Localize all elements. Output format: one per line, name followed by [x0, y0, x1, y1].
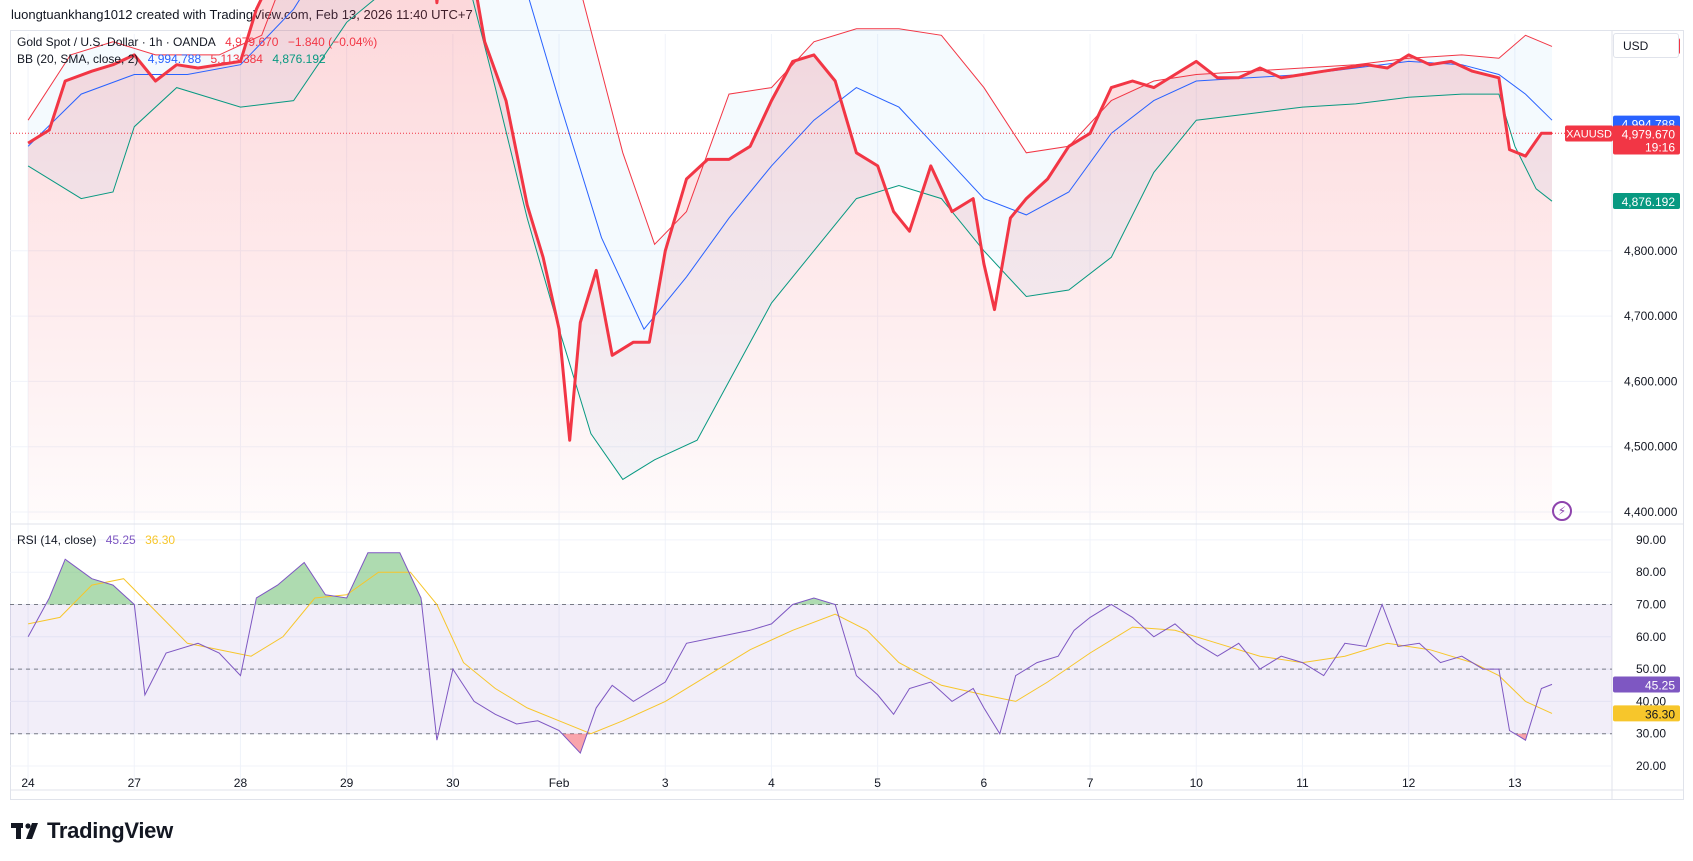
- bb-lower-line: [27, 0, 1553, 481]
- tradingview-logo: TradingView: [11, 818, 173, 844]
- price-axis-tick: 4,600.000: [1624, 374, 1678, 388]
- bb-upper-line: [27, 0, 1553, 246]
- symbol-label: Gold Spot / U.S. Dollar · 1h · OANDA: [17, 35, 216, 49]
- rsi-overbought-fill: [47, 552, 838, 605]
- chart-frame: [10, 30, 1684, 800]
- rsi-value-tag-text: 45.25: [1645, 678, 1675, 692]
- lightning-icon[interactable]: ⚡: [1552, 501, 1572, 521]
- time-axis-tick: 29: [340, 776, 354, 790]
- rsi-value: 45.25: [105, 533, 136, 547]
- rsi-axis-tick: 80.00: [1636, 565, 1666, 579]
- price-axis-tick: 4,700.000: [1624, 309, 1678, 323]
- logo-text: TradingView: [47, 818, 173, 843]
- rsi-legend[interactable]: RSI (14, close) 45.25 36.30: [17, 533, 181, 547]
- bb-legend[interactable]: BB (20, SMA, close, 2) 4,994.788 5,113.3…: [17, 52, 332, 66]
- tradingview-logo-icon: [11, 823, 38, 839]
- symbol-tag-text: XAUUSD: [1566, 128, 1612, 140]
- rsi-oversold-fill: [438, 733, 1528, 754]
- bollinger-band-fill: [28, 0, 1552, 480]
- last-price-label: 4,979.670: [225, 35, 279, 49]
- time-axis-tick: 5: [874, 776, 881, 790]
- time-axis-tick: 30: [446, 776, 460, 790]
- time-axis-tick: 10: [1190, 776, 1204, 790]
- bb-lower-price-tag-text: 4,876.192: [1622, 195, 1676, 209]
- rsi-value-tag: [1613, 676, 1680, 693]
- rsi-line: [27, 552, 1553, 755]
- bb-basis-value: 4,994.788: [147, 52, 202, 66]
- last-price-tag-text: 19:16: [1645, 140, 1675, 154]
- price-axis-tick: 4,800.000: [1624, 244, 1678, 258]
- rsi-axis-tick: 90.00: [1636, 533, 1666, 547]
- last-price-tag-text: 4,979.670: [1622, 127, 1676, 141]
- rsi-label: RSI (14, close): [17, 533, 97, 547]
- price-area-fill: [28, 0, 1552, 520]
- main-legend[interactable]: Gold Spot / U.S. Dollar · 1h · OANDA 4,9…: [17, 35, 383, 49]
- bb-lower-price-tag: [1613, 193, 1680, 210]
- price-axis-tick: 4,400.000: [1624, 505, 1678, 519]
- time-axis-tick: 4: [768, 776, 775, 790]
- rsi-ma-value-tag-text: 36.30: [1645, 707, 1675, 721]
- time-axis-tick: Feb: [549, 776, 570, 790]
- bb-upper-value: 5,113.384: [210, 52, 263, 66]
- rsi-ma-line: [27, 571, 1553, 735]
- rsi-axis-tick: 60.00: [1636, 630, 1666, 644]
- rsi-axis-tick: 50.00: [1636, 662, 1666, 676]
- currency-selector[interactable]: USD: [1613, 33, 1679, 58]
- rsi-axis-tick: 40.00: [1636, 694, 1666, 708]
- change-label: −1.840 (−0.04%): [287, 35, 378, 49]
- rsi-axis-tick: 20.00: [1636, 759, 1666, 773]
- rsi-axis-tick: 70.00: [1636, 598, 1666, 612]
- rsi-ma-value-tag: [1613, 705, 1680, 722]
- bb-lower-value: 4,876.192: [272, 52, 326, 66]
- time-axis-tick: 7: [1087, 776, 1094, 790]
- rsi-ma-value: 36.30: [145, 533, 176, 547]
- price-axis-tick: 4,500.000: [1624, 440, 1678, 454]
- time-axis-tick: 3: [662, 776, 669, 790]
- time-axis-tick: 11: [1296, 776, 1309, 790]
- time-axis-tick: 27: [128, 776, 142, 790]
- time-axis-tick: 24: [21, 776, 35, 790]
- symbol-tag: [1565, 125, 1613, 142]
- time-axis-tick: 13: [1508, 776, 1522, 790]
- rsi-axis-tick: 30.00: [1636, 727, 1666, 741]
- time-axis-tick: 28: [234, 776, 248, 790]
- time-axis-tick: 6: [981, 776, 988, 790]
- last-price-tag: [1613, 125, 1680, 155]
- bb-label: BB (20, SMA, close, 2): [17, 52, 139, 66]
- time-axis-tick: 12: [1402, 776, 1416, 790]
- price-line: [27, 0, 1552, 442]
